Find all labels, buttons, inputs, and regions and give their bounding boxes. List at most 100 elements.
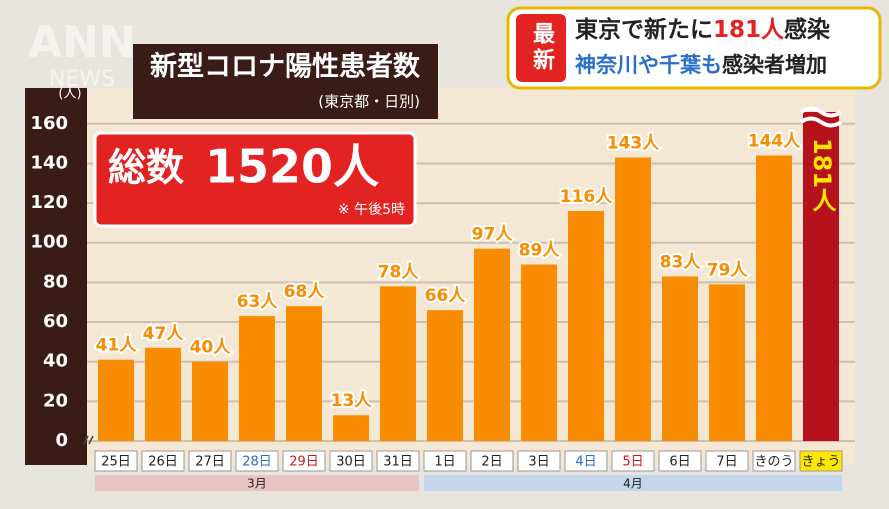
bar xyxy=(709,284,745,441)
total-label: 総数 xyxy=(108,146,184,190)
y-tick-label: 160 xyxy=(30,113,68,134)
axis-break xyxy=(83,435,94,445)
x-tick-box xyxy=(799,450,843,472)
y-tick-label: 40 xyxy=(43,351,68,372)
x-tick-label: 3日 xyxy=(528,455,549,470)
value-label: 116人 xyxy=(560,187,613,207)
y-tick-label: 140 xyxy=(30,152,68,173)
logo-sub: NEWS xyxy=(49,67,115,92)
x-tick-box xyxy=(611,450,655,472)
subheadline: 神奈川や千葉も感染者増加 xyxy=(575,53,827,77)
bar xyxy=(521,264,557,441)
x-tick-label: 26日 xyxy=(148,455,178,470)
value-label: 143人 xyxy=(607,133,660,153)
break-mark xyxy=(799,106,843,118)
value-label: 89人 xyxy=(519,241,561,261)
x-tick-label: 27日 xyxy=(195,455,225,470)
x-tick-box xyxy=(705,450,749,472)
value-label: 79人 xyxy=(707,260,749,280)
group-label: 3月 xyxy=(247,477,267,491)
bar xyxy=(427,310,463,441)
headline-part: 感染 xyxy=(784,16,830,43)
x-tick-box xyxy=(282,450,326,472)
headline-part: 181人 xyxy=(713,17,785,43)
badge-box xyxy=(516,14,566,82)
bar xyxy=(380,286,416,441)
y-tick-label: 100 xyxy=(30,232,68,253)
value-label: 83人 xyxy=(660,252,702,272)
y-tick-label: 0 xyxy=(55,430,68,451)
bar xyxy=(145,347,181,441)
total-box xyxy=(93,131,417,228)
x-tick-label: 29日 xyxy=(289,455,319,470)
bar xyxy=(98,359,134,441)
x-tick-label: 1日 xyxy=(434,455,455,470)
y-tick-label: 60 xyxy=(43,311,68,332)
bar xyxy=(803,112,839,441)
bar xyxy=(756,155,792,441)
bar xyxy=(568,211,604,441)
subheadline-part: 神奈川や千葉も xyxy=(575,53,722,77)
value-label: 181人 xyxy=(808,138,836,212)
value-label: 66人 xyxy=(425,286,467,306)
x-tick-label: きのう xyxy=(754,455,793,470)
x-tick-box xyxy=(752,450,796,472)
bar xyxy=(192,361,228,441)
bar xyxy=(615,157,651,441)
x-tick-label: 6日 xyxy=(669,455,690,470)
title: 新型コロナ陽性患者数 xyxy=(150,51,421,83)
x-tick-box xyxy=(235,450,279,472)
x-tick-box xyxy=(470,450,514,472)
x-tick-label: 30日 xyxy=(336,455,366,470)
value-label: 40人 xyxy=(190,338,232,358)
x-tick-box xyxy=(329,450,373,472)
x-tick-box xyxy=(376,450,420,472)
headline: 東京で新たに181人感染 xyxy=(575,16,830,43)
badge: 最新 xyxy=(529,22,555,74)
group-band xyxy=(424,475,842,491)
bar xyxy=(239,316,275,441)
x-tick-box xyxy=(423,450,467,472)
x-tick-label: 28日 xyxy=(242,455,272,470)
x-tick-box xyxy=(564,450,608,472)
value-label: 78人 xyxy=(378,262,420,282)
y-unit: (人) xyxy=(58,87,81,102)
y-tick-label: 80 xyxy=(43,271,68,292)
headline-part: 東京で新たに xyxy=(575,16,713,43)
subtitle: (東京都・日別) xyxy=(318,93,420,111)
value-label: 41人 xyxy=(96,336,138,356)
value-label: 68人 xyxy=(284,282,326,302)
x-tick-label: 31日 xyxy=(383,455,413,470)
bar xyxy=(662,276,698,441)
headline-box xyxy=(506,6,882,90)
x-tick-label: 4日 xyxy=(575,455,596,470)
total: 1520人 xyxy=(205,140,379,194)
x-tick-label: きょう xyxy=(801,455,840,470)
value-label: 47人 xyxy=(143,324,185,344)
value-label: 97人 xyxy=(472,225,514,245)
title-box xyxy=(133,44,438,119)
x-tick-box xyxy=(141,450,185,472)
x-tick-box xyxy=(658,450,702,472)
x-tick-label: 2日 xyxy=(481,455,502,470)
x-tick-label: 25日 xyxy=(101,455,131,470)
value-label: 63人 xyxy=(237,292,279,312)
plot: 0 20 40 60 80 100 120 140 160 41人 25日 47人 26日 40人 27日 6… xyxy=(30,106,855,491)
value-label: 144人 xyxy=(748,132,801,152)
x-tick-box xyxy=(188,450,232,472)
y-axis-panel xyxy=(25,88,87,465)
break-mark xyxy=(799,116,843,128)
x-tick-box xyxy=(94,450,138,472)
bar xyxy=(286,306,322,441)
y-tick-label: 120 xyxy=(30,192,68,213)
group-band xyxy=(95,475,419,491)
value-label: 13人 xyxy=(331,391,373,411)
bar xyxy=(333,415,369,441)
total-note: ※ 午後5時 xyxy=(338,202,405,218)
group-label: 4月 xyxy=(623,477,643,491)
bar xyxy=(474,248,510,441)
x-tick-label: 7日 xyxy=(716,455,737,470)
x-tick-label: 5日 xyxy=(622,455,643,470)
